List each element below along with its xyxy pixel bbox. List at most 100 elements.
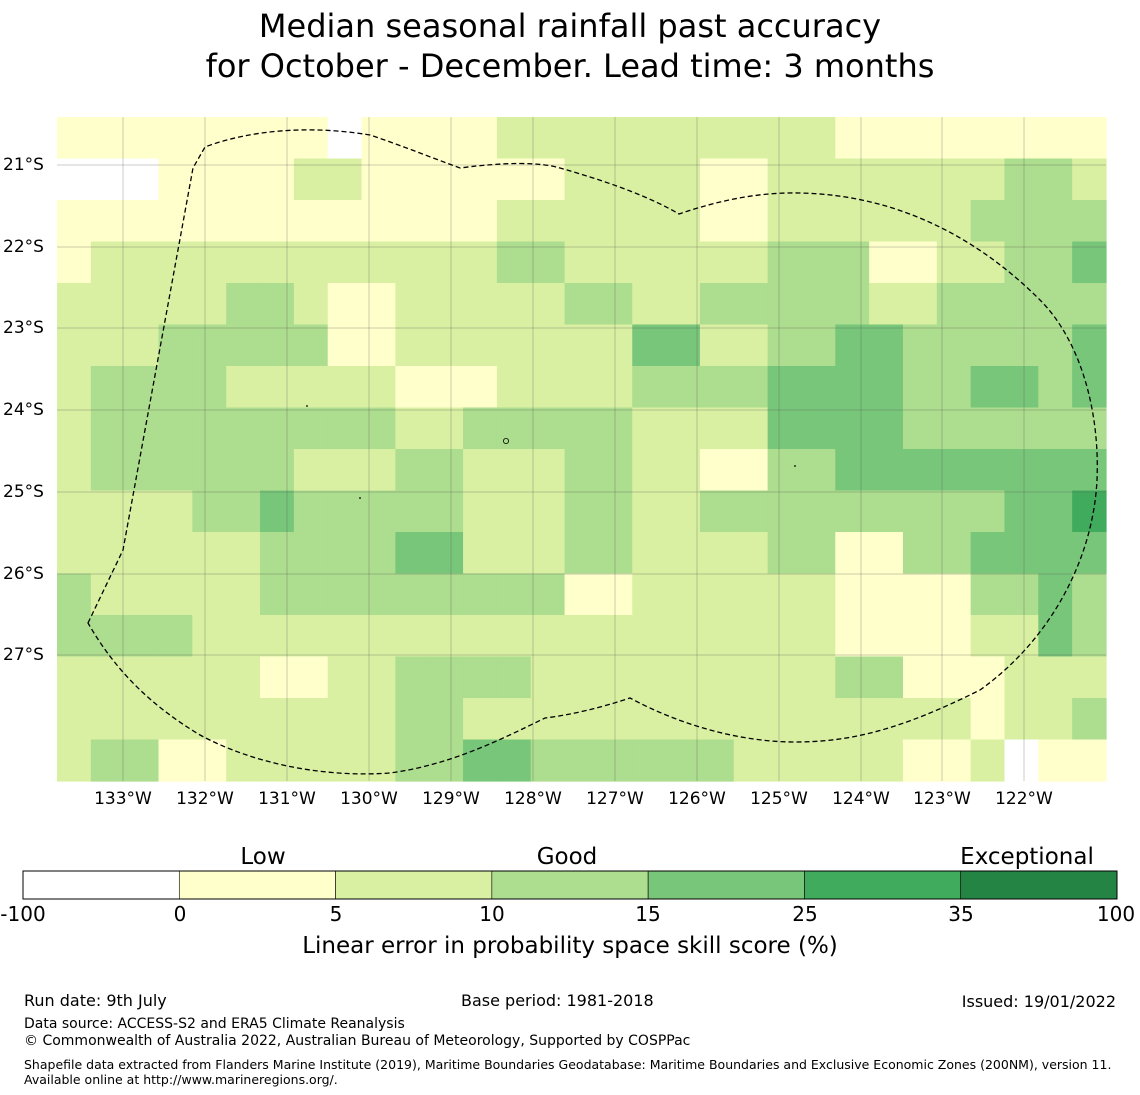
grid-cell bbox=[1038, 158, 1073, 201]
grid-cell bbox=[632, 490, 667, 533]
skill-grid bbox=[57, 117, 1107, 782]
colorbar-category-good: Good bbox=[536, 844, 598, 870]
grid-cell bbox=[90, 200, 126, 243]
grid-cell bbox=[226, 698, 261, 741]
grid-cell bbox=[158, 739, 193, 782]
grid-cell bbox=[158, 200, 193, 243]
grid-cell bbox=[835, 532, 870, 575]
grid-cell bbox=[767, 407, 803, 450]
grid-cell bbox=[767, 739, 803, 782]
grid-cell bbox=[260, 283, 295, 326]
grid-cell bbox=[1038, 241, 1073, 284]
grid-cell bbox=[1038, 490, 1073, 533]
grid-cell bbox=[835, 739, 870, 782]
shapefile-credit: Shapefile data extracted from Flanders M… bbox=[24, 1057, 1112, 1087]
grid-cell bbox=[1072, 573, 1107, 616]
grid-cell bbox=[835, 573, 870, 616]
grid-cell bbox=[260, 241, 295, 284]
grid-cell bbox=[666, 407, 701, 450]
colorbar-frame bbox=[22, 870, 1118, 900]
grid-cell bbox=[429, 573, 464, 616]
grid-cell bbox=[632, 615, 667, 658]
grid-cell bbox=[666, 449, 701, 492]
grid-cell bbox=[260, 117, 295, 160]
grid-cell bbox=[666, 324, 701, 367]
grid-cell bbox=[395, 407, 430, 450]
colorbar-category-exceptional: Exceptional bbox=[960, 844, 1094, 870]
grid-cell bbox=[463, 656, 498, 699]
grid-cell bbox=[936, 241, 972, 284]
grid-cell bbox=[733, 200, 769, 243]
grid-cell bbox=[902, 324, 938, 367]
grid-cell bbox=[361, 407, 396, 450]
grid-cell bbox=[192, 449, 227, 492]
grid-cell bbox=[429, 698, 464, 741]
map-features bbox=[306, 405, 796, 499]
grid-cell bbox=[90, 407, 126, 450]
grid-cell bbox=[970, 739, 1006, 782]
grid-cell bbox=[767, 117, 803, 160]
grid-cell bbox=[327, 200, 363, 243]
grid-cell bbox=[57, 200, 92, 243]
grid-cell bbox=[124, 532, 160, 575]
grid-cell bbox=[530, 117, 566, 160]
grid-cell bbox=[260, 324, 295, 367]
grid-cell bbox=[361, 698, 396, 741]
lat-label: 27°S bbox=[3, 645, 44, 665]
grid-cell bbox=[293, 615, 329, 658]
grid-cell bbox=[293, 324, 329, 367]
grid-cell bbox=[1072, 283, 1107, 326]
grid-cell bbox=[632, 656, 667, 699]
grid-cell bbox=[260, 698, 295, 741]
grid-cell bbox=[632, 739, 667, 782]
grid-cell bbox=[733, 449, 769, 492]
grid-cell bbox=[530, 490, 566, 533]
grid-cell bbox=[1004, 241, 1039, 284]
grid-cell bbox=[699, 739, 735, 782]
lon-label: 123°W bbox=[913, 789, 971, 809]
grid-cell bbox=[192, 117, 227, 160]
grid-cell bbox=[666, 656, 701, 699]
grid-cell bbox=[869, 407, 904, 450]
eez-boundary bbox=[87, 129, 1098, 775]
grid-cell bbox=[699, 449, 735, 492]
grid-cell bbox=[564, 739, 600, 782]
grid-cell bbox=[496, 117, 532, 160]
grid-cell bbox=[1038, 117, 1073, 160]
grid-cell bbox=[869, 200, 904, 243]
grid-cell bbox=[767, 615, 803, 658]
grid-cell bbox=[666, 739, 701, 782]
grid-cell bbox=[733, 490, 769, 533]
grid-cell bbox=[936, 532, 972, 575]
grid-cell bbox=[970, 158, 1006, 201]
grid-cell bbox=[801, 200, 836, 243]
grid-cell bbox=[767, 449, 803, 492]
grid-cell bbox=[970, 200, 1006, 243]
grid-cell bbox=[564, 615, 600, 658]
grid-cell bbox=[564, 698, 600, 741]
grid-cell bbox=[666, 698, 701, 741]
grid-cell bbox=[158, 158, 193, 201]
grid-cell bbox=[90, 739, 126, 782]
grid-cell bbox=[293, 656, 329, 699]
grid-cell bbox=[598, 698, 633, 741]
grid-cell bbox=[124, 158, 160, 201]
grid-cell bbox=[463, 200, 498, 243]
grid-cell bbox=[564, 283, 600, 326]
grid-cell bbox=[767, 283, 803, 326]
grid-cell bbox=[666, 532, 701, 575]
colorbar bbox=[22, 870, 1118, 900]
grid-cell bbox=[429, 739, 464, 782]
grid-cell bbox=[902, 573, 938, 616]
lon-label: 133°W bbox=[94, 789, 152, 809]
grid-cell bbox=[1004, 739, 1039, 782]
grid-cell bbox=[226, 739, 261, 782]
lat-label: 26°S bbox=[3, 564, 44, 584]
grid-cell bbox=[699, 573, 735, 616]
grid-cell bbox=[970, 573, 1006, 616]
grid-cell bbox=[1038, 449, 1073, 492]
grid-cell bbox=[429, 324, 464, 367]
grid-cell bbox=[801, 698, 836, 741]
grid-cell bbox=[361, 573, 396, 616]
grid-cell bbox=[530, 573, 566, 616]
